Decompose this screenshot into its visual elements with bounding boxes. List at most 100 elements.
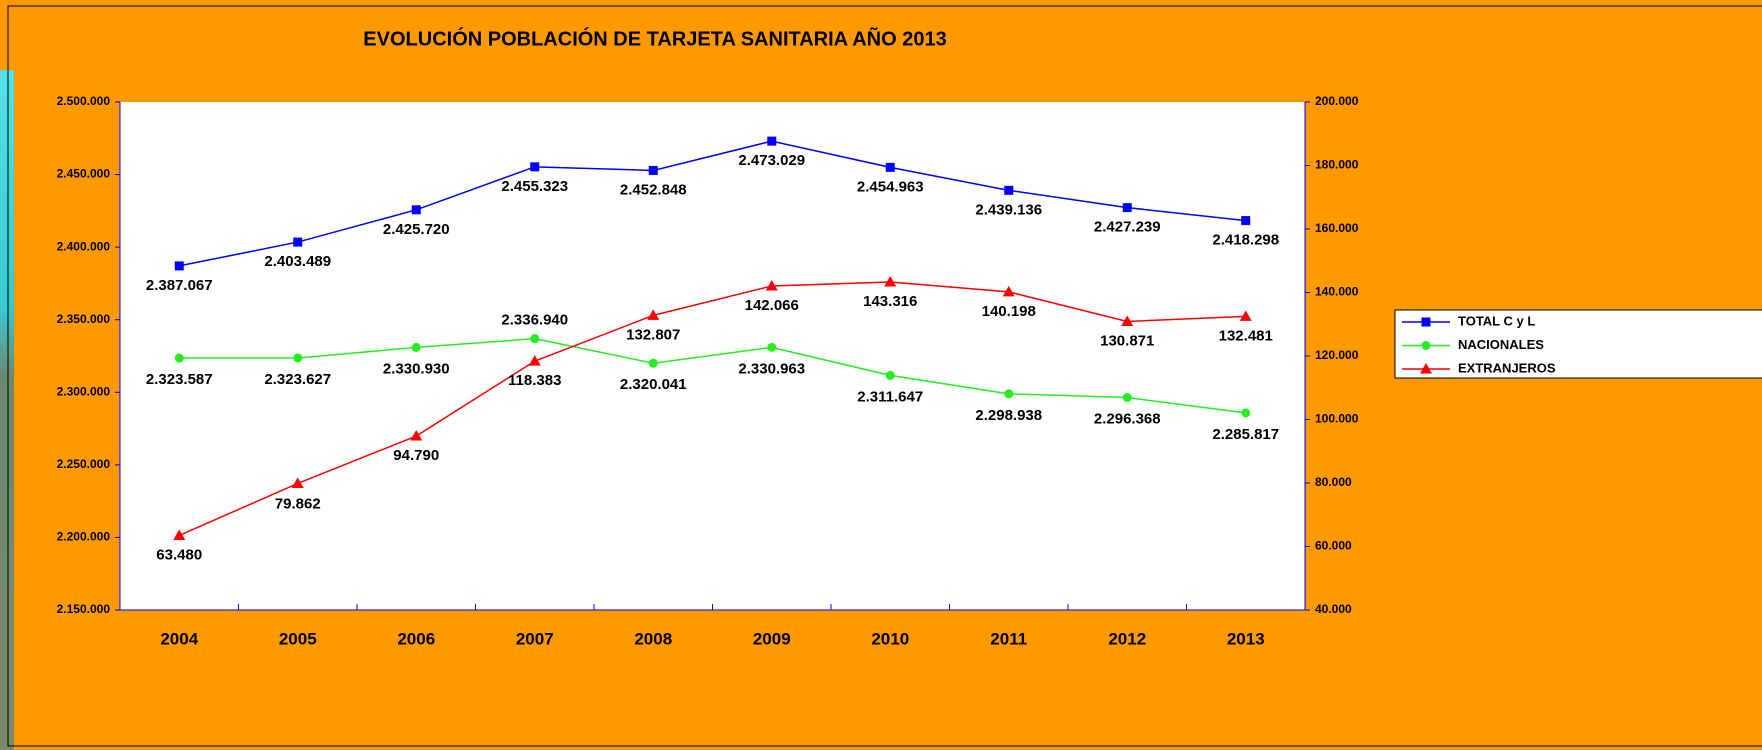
series-line — [178, 281, 1246, 537]
y2-tick-label: 180.000 — [1315, 158, 1359, 172]
data-point — [648, 165, 658, 175]
y2-tick-label: 200.000 — [1315, 94, 1359, 108]
y2-tick-label: 40.000 — [1315, 602, 1352, 616]
data-point — [885, 370, 895, 380]
y-tick-label: 2.200.000 — [57, 530, 111, 544]
data-point — [411, 205, 421, 215]
data-point — [293, 353, 303, 363]
data-point — [767, 136, 777, 146]
x-tick-label: 2008 — [634, 629, 672, 648]
y2-tick-label: 140.000 — [1315, 285, 1359, 299]
y-tick-label: 2.400.000 — [57, 239, 111, 253]
data-point — [765, 279, 778, 291]
data-label: 2.323.627 — [264, 371, 331, 388]
y2-tick-label: 60.000 — [1315, 539, 1352, 553]
y-tick-label: 2.500.000 — [57, 94, 111, 108]
series-line — [179, 337, 1246, 414]
data-label: 63.480 — [156, 546, 202, 563]
data-label: 2.285.817 — [1212, 426, 1279, 443]
y-tick-label: 2.450.000 — [57, 167, 111, 181]
x-tick-label: 2011 — [990, 629, 1027, 648]
data-point — [1004, 389, 1014, 399]
data-label: 2.427.239 — [1094, 219, 1161, 236]
chart-frame — [7, 5, 1762, 747]
data-point — [1004, 185, 1014, 195]
data-label: 2.455.323 — [501, 178, 568, 195]
chart-title: EVOLUCIÓN POBLACIÓN DE TARJETA SANITARIA… — [363, 26, 946, 50]
data-point — [174, 353, 184, 363]
x-tick-label: 2012 — [1108, 629, 1146, 648]
data-label: 2.387.067 — [146, 277, 213, 294]
data-point — [1122, 203, 1132, 213]
data-point — [1241, 408, 1251, 418]
y2-tick-label: 80.000 — [1315, 475, 1352, 489]
data-point — [530, 334, 540, 344]
data-label: 130.871 — [1100, 332, 1154, 349]
data-label: 2.323.587 — [146, 371, 213, 388]
x-tick-label: 2010 — [871, 629, 909, 648]
data-point — [885, 162, 895, 172]
data-point — [291, 477, 304, 488]
data-label: 132.807 — [626, 326, 680, 343]
data-point — [528, 355, 541, 366]
data-label: 2.425.720 — [383, 221, 450, 238]
data-point — [530, 162, 540, 172]
y-tick-label: 2.350.000 — [57, 312, 111, 326]
data-label: 2.403.489 — [264, 253, 331, 270]
data-label: 2.298.938 — [975, 407, 1042, 424]
data-point — [293, 237, 303, 247]
data-label: 140.198 — [982, 303, 1036, 320]
y2-tick-label: 100.000 — [1315, 412, 1359, 426]
data-label: 2.296.368 — [1094, 411, 1161, 428]
series-line — [179, 140, 1246, 267]
data-point — [410, 430, 423, 441]
legend-label: EXTRANJEROS — [1458, 360, 1556, 375]
data-label: 2.418.298 — [1212, 232, 1279, 249]
data-label: 2.330.930 — [383, 360, 450, 377]
data-label: 132.481 — [1219, 327, 1273, 344]
data-label: 2.454.963 — [857, 178, 924, 195]
y-tick-label: 2.150.000 — [57, 602, 111, 616]
data-point — [1239, 310, 1252, 321]
data-point — [173, 529, 186, 540]
legend — [1394, 309, 1762, 379]
data-label: 2.320.041 — [620, 376, 687, 393]
x-tick-label: 2004 — [160, 629, 198, 648]
data-label: 79.862 — [275, 495, 321, 512]
data-label: 118.383 — [508, 372, 561, 389]
y2-tick-label: 160.000 — [1315, 221, 1359, 235]
data-label: 2.452.848 — [620, 181, 687, 198]
data-label: 143.316 — [863, 293, 917, 310]
x-tick-label: 2013 — [1227, 629, 1265, 648]
data-point — [174, 261, 184, 271]
data-point — [1002, 285, 1015, 297]
data-label: 142.066 — [745, 297, 799, 314]
x-tick-label: 2007 — [516, 629, 554, 648]
data-label: 94.790 — [393, 447, 439, 464]
x-tick-label: 2006 — [397, 629, 435, 648]
data-point — [1122, 393, 1132, 403]
data-point — [767, 342, 777, 352]
legend-marker — [1421, 341, 1431, 350]
x-tick-label: 2005 — [279, 629, 317, 648]
legend-label: NACIONALES — [1458, 337, 1544, 352]
x-tick-label: 2009 — [753, 629, 791, 648]
data-point — [411, 342, 421, 352]
data-label: 2.311.647 — [857, 388, 923, 405]
y2-tick-label: 120.000 — [1315, 348, 1359, 362]
legend-marker — [1421, 317, 1431, 327]
data-point — [1121, 315, 1134, 326]
legend-label: TOTAL C y L — [1458, 313, 1535, 328]
data-point — [884, 275, 897, 287]
data-label: 2.439.136 — [975, 201, 1042, 218]
data-point — [1241, 216, 1251, 226]
y-tick-label: 2.300.000 — [57, 384, 111, 398]
y-tick-label: 2.250.000 — [57, 457, 111, 471]
data-label: 2.473.029 — [738, 152, 805, 169]
data-point — [648, 358, 658, 368]
legend-marker — [1420, 363, 1432, 374]
data-label: 2.336.940 — [501, 312, 568, 329]
data-label: 2.330.963 — [738, 360, 805, 377]
